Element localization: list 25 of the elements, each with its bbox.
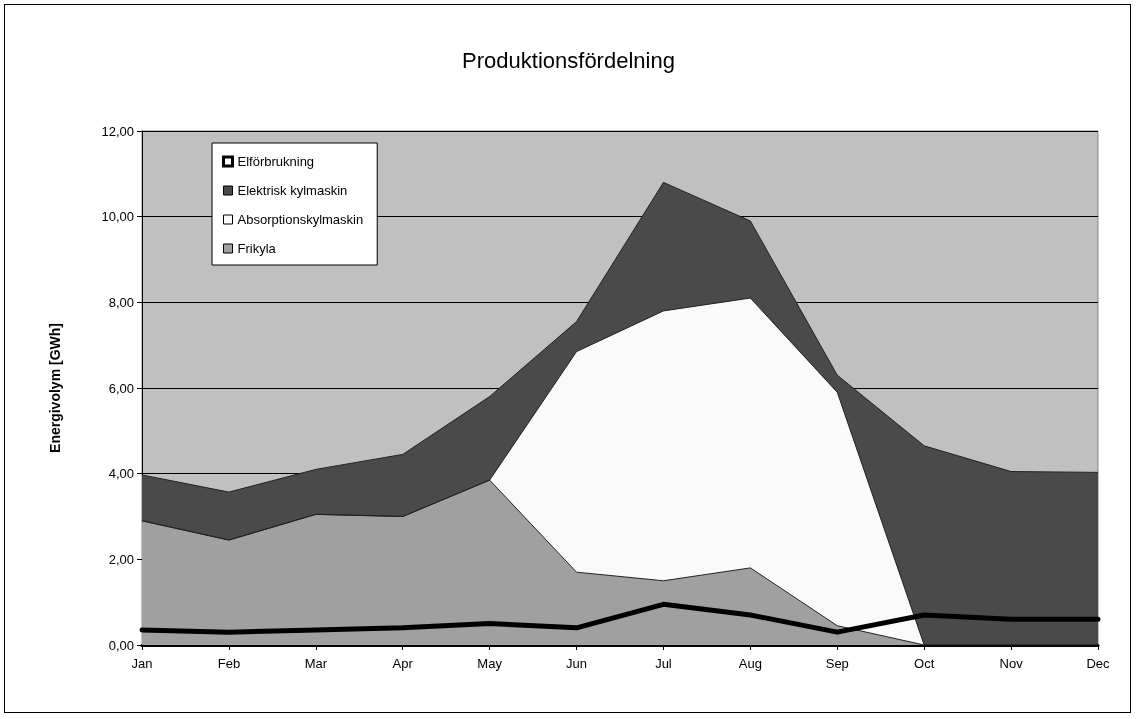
x-tick-label: Sep (825, 656, 849, 671)
legend-label: Elektrisk kylmaskin (237, 183, 348, 198)
legend-label: Frikyla (237, 241, 277, 256)
x-tick-label: Jul (655, 656, 672, 671)
y-tick-label: 10,00 (101, 209, 134, 225)
x-tick-label: Oct (914, 656, 935, 671)
y-tick-label: 12,00 (101, 123, 134, 139)
x-tick-label: Jun (566, 656, 588, 671)
x-tick-label: Aug (738, 656, 762, 671)
x-tick-label: Dec (1086, 656, 1111, 671)
y-tick-label: 0,00 (108, 637, 134, 653)
y-tick-label: 2,00 (108, 551, 134, 567)
y-tick-label: 4,00 (108, 466, 134, 482)
y-tick-label: 6,00 (108, 380, 134, 396)
y-axis-title: Energivolym [GWh] (47, 323, 63, 453)
x-tick-label: May (477, 656, 503, 671)
x-tick-label: Mar (304, 656, 328, 671)
x-tick-label: Feb (217, 656, 241, 671)
legend-label: Absorptionskylmaskin (237, 212, 364, 227)
chart-title: Produktionsfördelning (462, 47, 675, 73)
x-tick-label: Apr (392, 656, 414, 671)
legend-label: Elförbrukning (237, 154, 315, 169)
y-tick-label: 8,00 (108, 294, 134, 310)
x-tick-label: Nov (999, 656, 1024, 671)
x-tick-label: Jan (131, 656, 153, 671)
